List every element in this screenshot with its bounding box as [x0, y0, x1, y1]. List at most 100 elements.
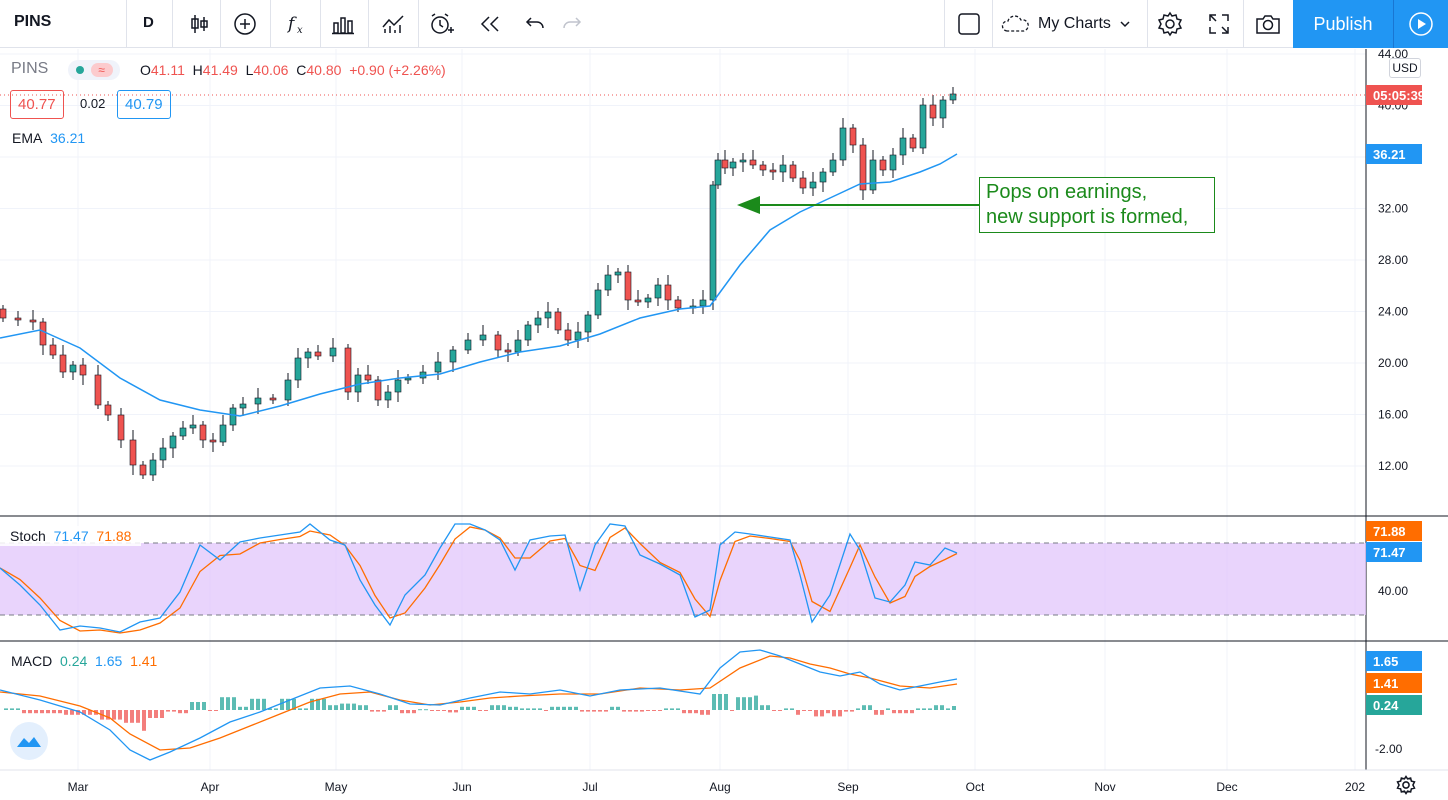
macd-hist-bar — [310, 698, 314, 710]
legend-stoch[interactable]: Stoch 71.47 71.88 — [0, 526, 142, 546]
candle-body — [714, 159, 722, 186]
annotation-line-2: new support is formed, — [986, 206, 1189, 228]
toolbar-divider — [320, 0, 321, 48]
candle-body — [709, 184, 717, 301]
macd-hist-bar — [940, 705, 944, 710]
stoch-k-axis-label: 71.47 — [1366, 542, 1422, 562]
symbol-search-button[interactable]: PINS — [14, 13, 52, 30]
macd-hist-bar — [772, 710, 776, 711]
candle-body — [434, 361, 442, 373]
macd-hist-bar — [922, 708, 926, 710]
macd-hist-bar — [256, 698, 260, 710]
interval-button[interactable]: D — [143, 14, 154, 31]
macd-hist-bar — [604, 710, 608, 712]
macd-hist-bar — [946, 708, 950, 710]
tradingview-logo[interactable] — [10, 722, 48, 760]
macd-hist-bar — [742, 697, 746, 710]
time-tick-label: Aug — [709, 780, 730, 794]
macd-hist-bar — [394, 705, 398, 710]
bar-style-icon[interactable] — [183, 8, 215, 40]
candle-body — [849, 127, 857, 146]
legend-ema[interactable]: EMA 36.21 — [12, 130, 86, 146]
candle-body — [29, 319, 37, 323]
macd-hist-axis-label: 0.24 — [1366, 695, 1422, 715]
stoch-d-axis-label: 71.88 — [1366, 521, 1422, 541]
sell-button[interactable]: 40.77 — [10, 90, 64, 119]
replay-icon[interactable] — [474, 8, 506, 40]
macd-hist-bar — [808, 710, 812, 711]
my-charts-button[interactable]: My Charts — [1000, 8, 1131, 40]
macd-hist-bar — [880, 710, 884, 715]
macd-hist-bar — [340, 703, 344, 710]
financials-icon[interactable] — [327, 8, 359, 40]
candle-body — [449, 349, 457, 363]
macd-hist-bar — [82, 710, 86, 715]
toolbar-divider — [992, 0, 993, 48]
publish-button[interactable]: Publish — [1293, 0, 1393, 48]
macd-hist-bar — [286, 698, 290, 710]
templates-icon[interactable] — [377, 8, 409, 40]
delayed-data-badge: ≈ — [90, 63, 113, 77]
macd-hist-bar — [526, 708, 530, 710]
alert-icon[interactable] — [425, 8, 457, 40]
toolbar-divider — [368, 0, 369, 48]
macd-hist-bar — [718, 694, 722, 710]
candle-body — [799, 177, 807, 189]
time-tick-label: May — [325, 780, 348, 794]
macd-hist-bar — [484, 710, 488, 711]
chart-canvas[interactable]: 44.0040.0036.0032.0028.0024.0020.0016.00… — [0, 49, 1448, 800]
time-tick-label: Nov — [1094, 780, 1115, 794]
macd-hist-bar — [580, 710, 584, 712]
macd-hist-bar — [268, 708, 272, 710]
undo-icon[interactable] — [519, 8, 551, 40]
annotation-text-box[interactable]: Pops on earnings, new support is formed, — [979, 177, 1215, 233]
stoch-d-line — [0, 526, 958, 634]
change-value: +0.90 (+2.26%) — [349, 62, 446, 78]
macd-hist-bar — [358, 705, 362, 710]
time-tick-label: 202 — [1345, 780, 1365, 794]
toolbar-divider — [220, 0, 221, 48]
macd-hist-bar — [586, 710, 590, 712]
macd-hist-bar — [706, 710, 710, 715]
macd-hist-bar — [118, 710, 122, 720]
macd-hist-bar — [160, 710, 164, 718]
candle-body — [759, 164, 767, 171]
currency-label[interactable]: USD — [1389, 58, 1421, 78]
macd-hist-bar — [208, 710, 212, 711]
macd-hist-bar — [916, 708, 920, 710]
macd-hist-bar — [148, 710, 152, 718]
annotation-line-1: Pops on earnings, — [986, 181, 1148, 203]
settings-icon[interactable] — [1154, 8, 1186, 40]
axis-settings-icon[interactable] — [1396, 775, 1416, 800]
legend-macd[interactable]: MACD 0.24 1.65 1.41 — [11, 653, 158, 669]
macd-hist-bar — [292, 698, 296, 710]
macd-hist-bar — [952, 706, 956, 710]
macd-hist-bar — [34, 710, 38, 714]
candle-body — [664, 284, 672, 301]
candle-body — [394, 379, 402, 393]
macd-hist-bar — [262, 698, 266, 710]
fullscreen-icon[interactable] — [1203, 8, 1235, 40]
macd-hist-bar — [10, 708, 14, 710]
snapshot-icon[interactable] — [1252, 8, 1284, 40]
macd-hist-bar — [712, 694, 716, 710]
stoch-tick-label: 40.00 — [1378, 584, 1408, 598]
play-icon[interactable] — [1393, 0, 1448, 48]
countdown-label: 05:05:39 — [1366, 85, 1425, 105]
macd-hist-bar — [898, 710, 902, 714]
candle-body — [254, 397, 262, 405]
candle-body — [939, 99, 947, 119]
macd-hist-bar — [478, 710, 482, 711]
macd-hist-bar — [88, 710, 92, 715]
legend-symbol[interactable]: PINS — [11, 60, 49, 77]
macd-hist-bar — [688, 710, 692, 714]
redo-icon[interactable] — [556, 8, 588, 40]
add-compare-icon[interactable] — [229, 8, 261, 40]
ema-line — [0, 153, 958, 417]
buy-button[interactable]: 40.79 — [117, 90, 171, 119]
macd-hist-bar — [172, 710, 176, 712]
layout-icon[interactable] — [953, 8, 985, 40]
macd-hist-bar — [796, 710, 800, 715]
price-tick-label: 12.00 — [1378, 459, 1408, 473]
